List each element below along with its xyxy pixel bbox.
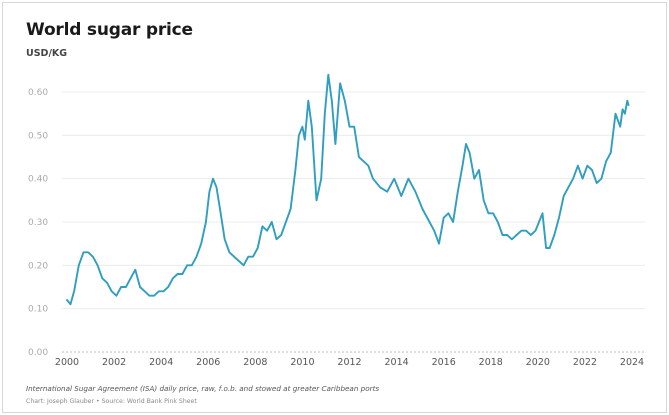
- x-axis-tick-labels: 2000 2002 2004 2006 2008 2010 2012 2014 2016 2018…: [55, 357, 644, 368]
- x-tick-label: 2024: [620, 357, 644, 368]
- x-tick-label: 2006: [196, 357, 220, 368]
- x-tick-label: 2018: [479, 357, 503, 368]
- x-tick-label: 2000: [55, 357, 79, 368]
- chart-footnote: International Sugar Agreement (ISA) dail…: [26, 384, 380, 393]
- chart-credit: Chart: Joseph Glauber • Source: World Ba…: [26, 398, 197, 405]
- chart-unit-label: USD/KG: [26, 48, 68, 59]
- y-tick-label: 0.30: [28, 218, 48, 228]
- x-tick-label: 2008: [243, 357, 267, 368]
- y-tick-label: 0.60: [28, 88, 48, 98]
- series-line-sugar-price: [66, 73, 630, 306]
- y-tick-label: 0.10: [28, 305, 48, 315]
- x-tick-label: 2002: [102, 357, 126, 368]
- chart-title: World sugar price: [26, 20, 193, 40]
- x-tick-label: 2016: [432, 357, 456, 368]
- x-tick-label: 2020: [526, 357, 550, 368]
- y-tick-label: 0.00: [28, 348, 48, 358]
- y-tick-label: 0.40: [28, 175, 48, 185]
- x-tick-label: 2014: [384, 357, 408, 368]
- gridlines: [62, 91, 645, 353]
- y-tick-label: 0.50: [28, 131, 48, 141]
- x-tick-label: 2010: [290, 357, 314, 368]
- y-tick-label: 0.20: [28, 261, 48, 271]
- x-tick-label: 2012: [337, 357, 361, 368]
- y-axis-tick-labels: 0.00 0.10 0.20 0.30 0.40 0.50 0.60: [28, 88, 48, 358]
- x-tick-label: 2022: [573, 357, 597, 368]
- x-tick-label: 2004: [149, 357, 173, 368]
